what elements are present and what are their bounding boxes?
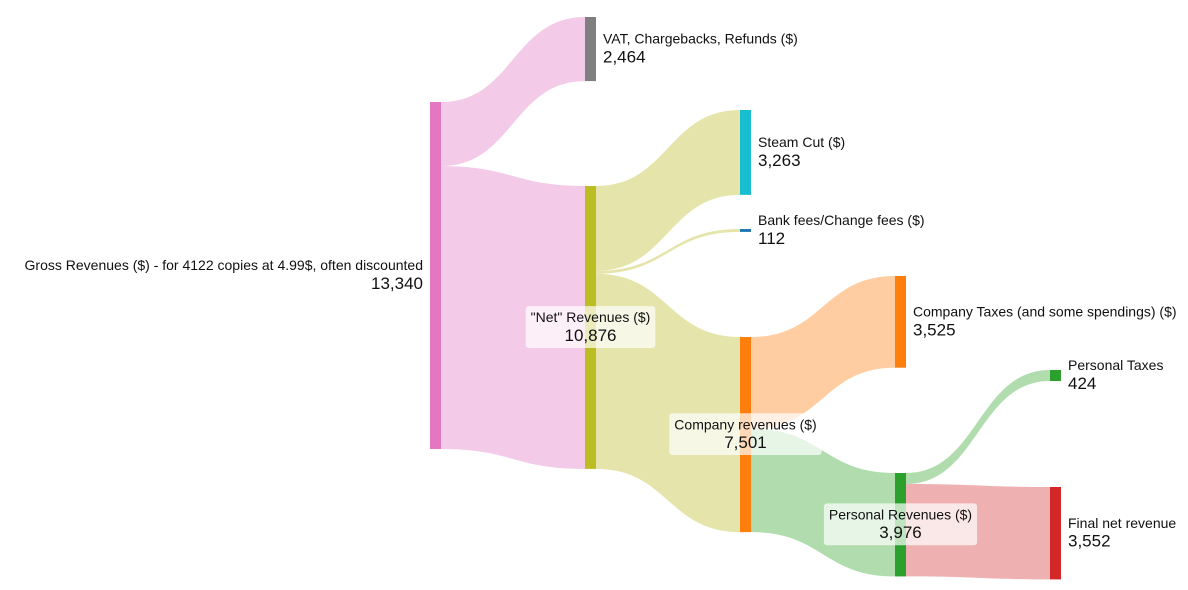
node-value: 112 [758, 229, 785, 248]
link [906, 370, 1050, 485]
node-name: Bank fees/Change fees ($) [758, 212, 925, 228]
node-name: Gross Revenues ($) - for 4122 copies at … [25, 257, 423, 273]
node [740, 110, 751, 195]
node [1050, 487, 1061, 580]
node-name: Personal Taxes [1068, 357, 1163, 373]
node-value: 3,552 [1068, 532, 1111, 551]
node-value: 7,501 [724, 433, 767, 452]
node-label: Company Taxes (and some spendings) ($)3,… [913, 304, 1177, 340]
node-label: "Net" Revenues ($)10,876 [525, 306, 656, 348]
label-box [823, 503, 978, 546]
link [596, 110, 740, 271]
node-value: 3,263 [758, 151, 801, 170]
node [585, 17, 596, 82]
node-value: 10,876 [565, 326, 617, 345]
node-value: 13,340 [371, 274, 423, 293]
node-label: Company revenues ($)7,501 [669, 413, 822, 456]
node-name: Steam Cut ($) [758, 134, 845, 150]
link [441, 17, 585, 167]
node-name: "Net" Revenues ($) [531, 309, 651, 325]
node [895, 276, 906, 368]
node-name: Personal Revenues ($) [829, 506, 972, 522]
node-value: 424 [1068, 374, 1096, 393]
link [751, 276, 895, 429]
node-label: Steam Cut ($)3,263 [758, 134, 845, 170]
node-label: VAT, Chargebacks, Refunds ($)2,464 [603, 31, 798, 67]
node [740, 229, 751, 232]
label-box [669, 413, 822, 456]
node-name: VAT, Chargebacks, Refunds ($) [603, 31, 798, 47]
node-value: 3,976 [879, 523, 922, 542]
node-label: Bank fees/Change fees ($)112 [758, 212, 925, 248]
node [430, 102, 441, 449]
label-box [525, 306, 656, 348]
link [441, 166, 585, 469]
node-name: Company revenues ($) [674, 416, 816, 432]
node-name: Company Taxes (and some spendings) ($) [913, 304, 1177, 320]
node-label: Gross Revenues ($) - for 4122 copies at … [25, 257, 423, 293]
node-label: Personal Revenues ($)3,976 [823, 503, 978, 546]
node-value: 2,464 [603, 48, 646, 67]
node [1050, 370, 1061, 382]
link [596, 229, 740, 274]
labels: Gross Revenues ($) - for 4122 copies at … [25, 31, 1177, 551]
node-value: 3,525 [913, 320, 956, 339]
node-name: Final net revenue [1068, 515, 1176, 531]
